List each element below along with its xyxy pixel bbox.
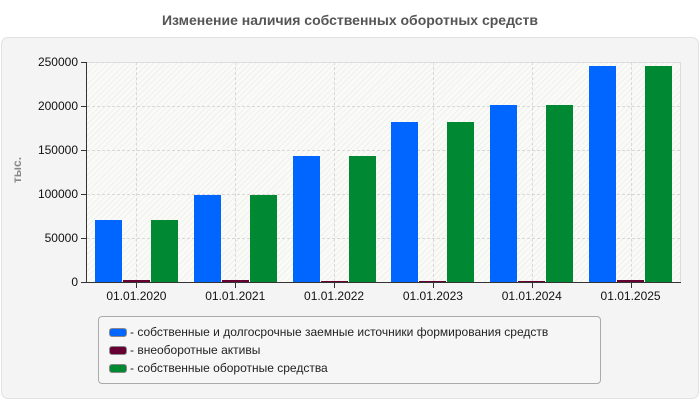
y-tick-label: 100000 [37, 187, 78, 201]
legend-swatch-blue [109, 327, 127, 337]
chart-title: Изменение наличия собственных оборотных … [161, 12, 539, 28]
y-tick [81, 282, 86, 283]
x-tick [630, 283, 632, 288]
y-axis-title: тыс. [10, 156, 24, 184]
bar-sources [193, 194, 221, 282]
x-tick-label: 01.01.2025 [600, 289, 661, 303]
bar-sources [589, 65, 617, 282]
x-tick-label: 01.01.2020 [106, 289, 167, 303]
bar-working-capital [249, 194, 277, 282]
bar-working-capital [348, 156, 376, 282]
y-tick-label: 200000 [37, 99, 78, 113]
y-axis [86, 62, 87, 283]
x-tick [136, 283, 138, 288]
v-gridline [432, 62, 434, 282]
v-gridline [531, 62, 533, 282]
plot-area [87, 62, 681, 283]
y-tick [81, 106, 86, 107]
x-axis [86, 282, 681, 283]
h-gridline [87, 238, 680, 239]
v-gridline [136, 62, 138, 282]
bar-noncurrent-assets [617, 279, 645, 282]
bar-working-capital [645, 65, 673, 282]
bar-sources [391, 121, 419, 282]
bar-noncurrent-assets [122, 279, 150, 282]
x-tick [235, 283, 237, 288]
legend-swatch-green [109, 363, 127, 373]
legend-item-noncurrent: - внеоборотные активы [109, 342, 260, 358]
bar-sources [292, 156, 320, 282]
y-tick [81, 194, 86, 195]
legend-label: - собственные и долгосрочные заемные ист… [130, 325, 549, 339]
h-gridline [87, 194, 680, 195]
bar-working-capital [447, 121, 475, 282]
legend-item-sources: - собственные и долгосрочные заемные ист… [109, 324, 548, 340]
y-tick-label: 250000 [37, 55, 78, 69]
v-gridline [334, 62, 336, 282]
legend-label: - собственные оборотные средства [130, 361, 328, 375]
bar-noncurrent-assets [518, 280, 546, 282]
x-tick [432, 283, 434, 288]
x-tick [531, 283, 533, 288]
legend-swatch-maroon [109, 345, 127, 355]
legend-label: - внеоборотные активы [130, 343, 261, 357]
x-tick-label: 01.01.2022 [304, 289, 365, 303]
legend: - собственные и долгосрочные заемные ист… [98, 316, 601, 384]
y-tick-label: 50000 [44, 231, 78, 245]
v-gridline [235, 62, 237, 282]
y-tick-label: 0 [71, 275, 78, 289]
x-tick-label: 01.01.2021 [205, 289, 266, 303]
bar-noncurrent-assets [419, 280, 447, 282]
bar-working-capital [150, 219, 178, 282]
h-gridline [87, 106, 680, 107]
legend-item-working-capital: - собственные оборотные средства [109, 360, 328, 376]
x-tick-label: 01.01.2023 [402, 289, 463, 303]
bar-sources [490, 105, 518, 282]
x-tick-label: 01.01.2024 [501, 289, 562, 303]
bar-noncurrent-assets [221, 279, 249, 282]
y-tick [81, 238, 86, 239]
bar-sources [94, 219, 122, 282]
y-tick-label: 150000 [37, 143, 78, 157]
x-tick [334, 283, 336, 288]
bar-working-capital [546, 105, 574, 282]
y-tick [81, 150, 86, 151]
h-gridline [87, 150, 680, 151]
v-gridline [630, 62, 632, 282]
bar-noncurrent-assets [320, 280, 348, 282]
y-tick [81, 62, 86, 63]
